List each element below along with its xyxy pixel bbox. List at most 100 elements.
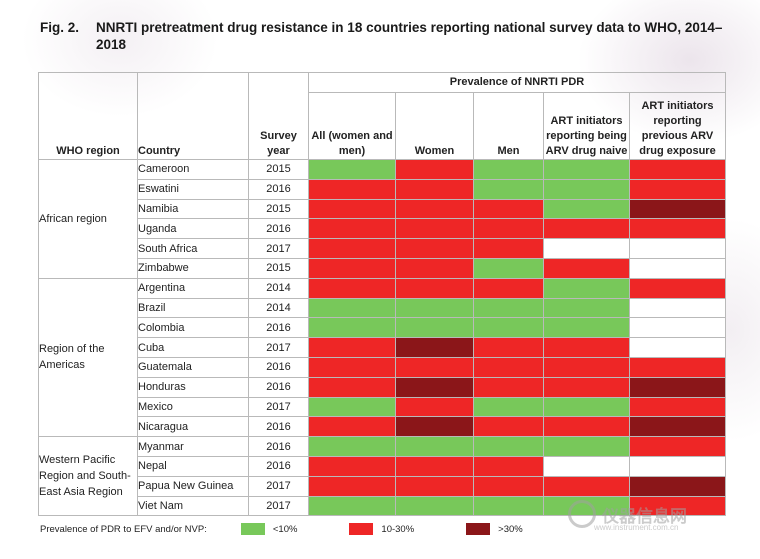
prevalence-cell [473, 455, 544, 477]
prevalence-cell [395, 297, 474, 319]
legend: Prevalence of PDR to EFV and/or NVP: <10… [40, 520, 575, 538]
prevalence-cell [395, 159, 474, 180]
year-cell: 2017 [248, 238, 309, 259]
year-cell: 2015 [248, 159, 309, 180]
prevalence-cell [473, 337, 544, 358]
prevalence-cell [308, 436, 396, 457]
country-cell: Honduras [137, 376, 249, 398]
country-cell: Nicaragua [137, 416, 249, 438]
country-cell: Viet Nam [137, 495, 249, 517]
prevalence-cell [473, 159, 544, 180]
prevalence-cell [543, 257, 630, 279]
prevalence-cell [628, 416, 727, 438]
country-cell: Mexico [137, 396, 249, 418]
prevalence-cell [473, 178, 544, 200]
prevalence-cell [308, 376, 396, 398]
country-cell: Myanmar [137, 436, 249, 457]
header-region: WHO region [38, 72, 138, 160]
prevalence-cell [395, 436, 474, 457]
prevalence-cell [473, 317, 544, 339]
prevalence-cell [628, 337, 727, 358]
prevalence-cell [628, 257, 727, 279]
prevalence-cell [628, 495, 727, 517]
country-cell: Papua New Guinea [137, 475, 249, 497]
prevalence-cell [628, 159, 727, 180]
prevalence-cell [308, 416, 396, 438]
year-cell: 2016 [248, 455, 309, 477]
prevalence-cell [628, 455, 727, 477]
prevalence-cell [308, 337, 396, 358]
prevalence-cell [308, 159, 396, 180]
prevalence-cell [543, 376, 630, 398]
country-cell: Uganda [137, 218, 249, 240]
pdr-table: WHO region Country Survey year Prevalenc… [38, 72, 727, 517]
table-row: Viet Nam 2017 [39, 495, 727, 517]
prevalence-cell [628, 475, 727, 497]
legend-swatch [240, 523, 265, 535]
prevalence-cell [395, 337, 474, 358]
year-cell: 2016 [248, 178, 309, 200]
prevalence-cell [543, 455, 630, 477]
year-cell: 2016 [248, 416, 309, 438]
legend-label: 10-30% [381, 523, 415, 535]
prevalence-cell [543, 475, 630, 497]
table-row: Guatemala 2016 [39, 356, 727, 378]
country-cell: Eswatini [137, 178, 249, 200]
prevalence-cell [543, 337, 630, 358]
prevalence-cell [543, 277, 630, 299]
prevalence-cell [628, 376, 727, 398]
year-cell: 2016 [248, 317, 309, 339]
prevalence-cell [628, 218, 727, 240]
prevalence-cell [543, 238, 630, 259]
prevalence-cell [395, 178, 474, 200]
country-cell: Namibia [137, 198, 249, 220]
prevalence-cell [628, 277, 727, 299]
legend-swatch [466, 523, 491, 535]
country-cell: Brazil [137, 297, 249, 319]
country-cell: Cuba [137, 337, 249, 358]
prevalence-cell [395, 198, 474, 220]
table-row: African region Cameroon 2015 [38, 159, 727, 279]
prevalence-cell [543, 317, 630, 339]
year-cell: 2016 [248, 218, 309, 240]
prevalence-cell [628, 198, 727, 220]
table-row: Eswatini 2016 [39, 178, 727, 200]
prevalence-cell [473, 238, 544, 259]
prevalence-cell [308, 277, 396, 299]
year-cell: 2017 [248, 396, 309, 418]
region-cell: Region of the Americas [38, 277, 138, 438]
prevalence-cell [395, 257, 474, 279]
table-row: Nicaragua 2016 [39, 416, 727, 438]
table-row: Mexico 2017 [39, 396, 727, 418]
table-row: Papua New Guinea 2017 [39, 475, 727, 497]
prevalence-cell [395, 376, 474, 398]
prevalence-cell [543, 178, 630, 200]
prevalence-cell [395, 218, 474, 240]
watermark-text: 仪器信息网 [602, 506, 687, 526]
prevalence-cell [628, 356, 727, 378]
year-cell: 2015 [248, 257, 309, 279]
table-row: Cuba 2017 [39, 337, 727, 358]
watermark-subtext: www.instrument.com.cn [594, 523, 679, 532]
region-cell: Western Pacific Region and South-East As… [38, 436, 138, 517]
prevalence-cell [395, 317, 474, 339]
legend-label: <10% [272, 523, 298, 535]
table-row: Uganda 2016 [39, 218, 727, 240]
prevalence-cell [543, 436, 630, 457]
header-col-4: ART initiators reporting previous ARV dr… [628, 92, 727, 160]
year-cell: 2017 [248, 495, 309, 517]
country-cell: Zimbabwe [137, 257, 249, 279]
prevalence-cell [473, 356, 544, 378]
year-cell: 2016 [248, 436, 309, 457]
prevalence-cell [473, 257, 544, 279]
table-row: Honduras 2016 [39, 376, 727, 398]
country-cell: Colombia [137, 317, 249, 339]
legend-title: Prevalence of PDR to EFV and/or NVP: [40, 523, 207, 535]
prevalence-cell [473, 436, 544, 457]
prevalence-cell [308, 356, 396, 378]
prevalence-cell [308, 198, 396, 220]
prevalence-cell [308, 218, 396, 240]
header-group: Prevalence of NNRTI PDR [307, 72, 727, 93]
prevalence-cell [308, 238, 396, 259]
year-cell: 2016 [248, 376, 309, 398]
